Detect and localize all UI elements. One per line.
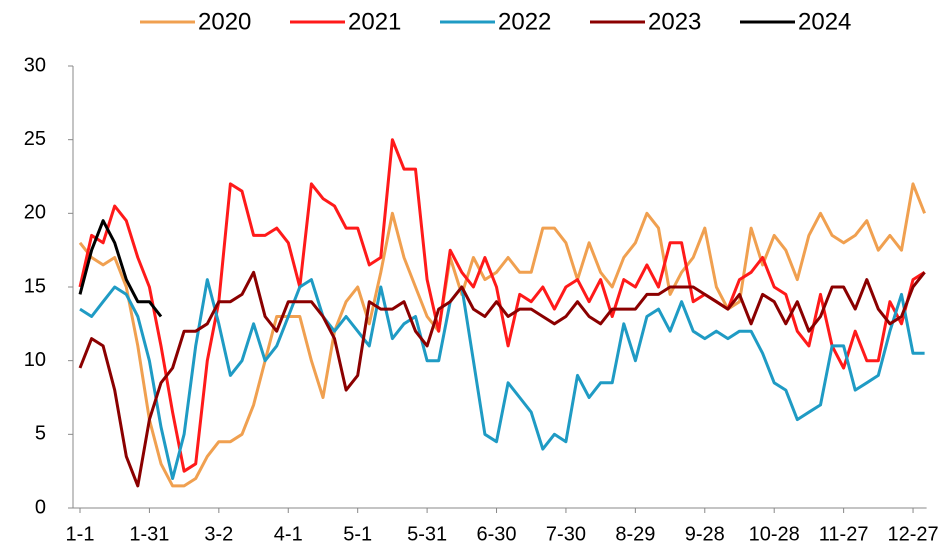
y-tick-label: 15 <box>24 275 46 297</box>
legend-label: 2022 <box>498 8 551 35</box>
legend-label: 2024 <box>798 8 851 35</box>
y-tick-label: 5 <box>35 423 46 445</box>
x-tick-label: 7-30 <box>546 523 586 545</box>
y-tick-label: 10 <box>24 349 46 371</box>
y-tick-label: 20 <box>24 202 46 224</box>
legend-label: 2020 <box>198 8 251 35</box>
y-tick-label: 0 <box>35 496 46 518</box>
x-tick-label: 1-31 <box>129 523 169 545</box>
x-tick-label: 3-2 <box>204 523 233 545</box>
x-tick-label: 9-28 <box>685 523 725 545</box>
series-line <box>79 278 925 480</box>
x-tick-label: 5-31 <box>407 523 447 545</box>
x-tick-label: 11-27 <box>819 523 869 545</box>
series-line <box>78 182 926 488</box>
legend-label: 2021 <box>348 8 401 35</box>
x-tick-label: 1-1 <box>66 523 95 545</box>
x-tick-label: 5-1 <box>343 523 372 545</box>
x-tick-label: 12-27 <box>887 523 938 545</box>
x-tick-label: 10-28 <box>749 523 800 545</box>
x-tick-label: 6-30 <box>477 523 517 545</box>
series-line <box>78 270 926 488</box>
series-line <box>78 219 163 318</box>
legend-label: 2023 <box>648 8 701 35</box>
y-tick-label: 30 <box>24 54 46 76</box>
y-tick-label: 25 <box>24 128 46 150</box>
x-tick-label: 4-1 <box>274 523 303 545</box>
series-line <box>78 138 926 473</box>
x-tick-label: 8-29 <box>615 523 655 545</box>
